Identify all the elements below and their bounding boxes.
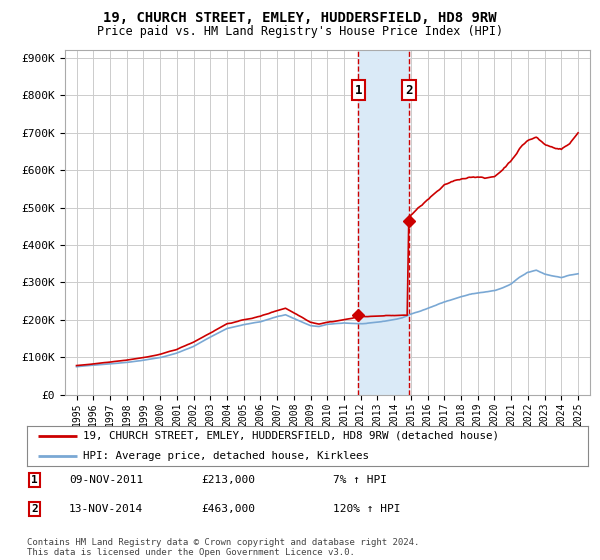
Text: Contains HM Land Registry data © Crown copyright and database right 2024.
This d: Contains HM Land Registry data © Crown c… xyxy=(27,538,419,557)
Text: 7% ↑ HPI: 7% ↑ HPI xyxy=(333,475,387,485)
Text: 09-NOV-2011: 09-NOV-2011 xyxy=(69,475,143,485)
Text: £213,000: £213,000 xyxy=(201,475,255,485)
Text: 2: 2 xyxy=(31,504,38,514)
Text: Price paid vs. HM Land Registry's House Price Index (HPI): Price paid vs. HM Land Registry's House … xyxy=(97,25,503,38)
Text: 2: 2 xyxy=(405,83,412,96)
Bar xyxy=(358,50,409,395)
Text: 13-NOV-2014: 13-NOV-2014 xyxy=(69,504,143,514)
Text: 1: 1 xyxy=(355,83,362,96)
Text: £463,000: £463,000 xyxy=(201,504,255,514)
Text: 19, CHURCH STREET, EMLEY, HUDDERSFIELD, HD8 9RW (detached house): 19, CHURCH STREET, EMLEY, HUDDERSFIELD, … xyxy=(83,431,499,441)
Text: 120% ↑ HPI: 120% ↑ HPI xyxy=(333,504,401,514)
Text: HPI: Average price, detached house, Kirklees: HPI: Average price, detached house, Kirk… xyxy=(83,451,369,461)
Text: 1: 1 xyxy=(31,475,38,485)
Text: 19, CHURCH STREET, EMLEY, HUDDERSFIELD, HD8 9RW: 19, CHURCH STREET, EMLEY, HUDDERSFIELD, … xyxy=(103,11,497,25)
